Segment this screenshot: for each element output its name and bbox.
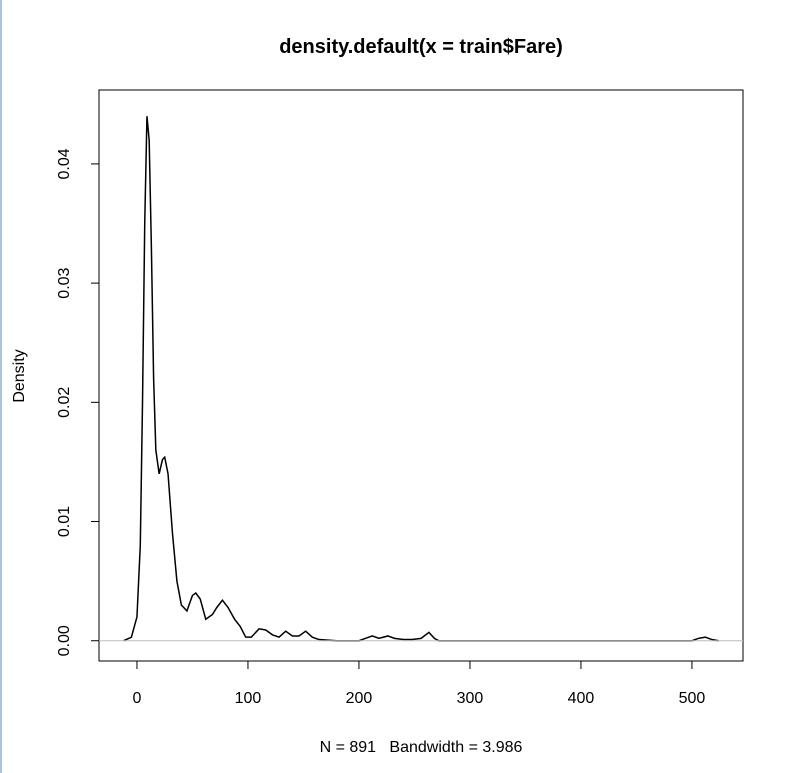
y-tick-label: 0.01 xyxy=(56,506,73,537)
x-tick-label: 300 xyxy=(457,690,484,707)
x-tick-label: 400 xyxy=(568,690,595,707)
y-tick-label: 0.00 xyxy=(56,625,73,656)
x-tick-label: 500 xyxy=(679,690,706,707)
x-tick-label: 0 xyxy=(133,690,142,707)
density-line xyxy=(123,116,719,642)
x-tick-label: 200 xyxy=(346,690,373,707)
window-edge xyxy=(0,0,2,773)
x-axis-label: N = 891 Bandwidth = 3.986 xyxy=(320,739,523,756)
y-tick-label: 0.04 xyxy=(56,148,73,179)
x-tick-label: 100 xyxy=(235,690,262,707)
y-tick-label: 0.03 xyxy=(56,267,73,298)
y-tick-label: 0.02 xyxy=(56,387,73,418)
plot-box xyxy=(98,89,744,662)
chart-title: density.default(x = train$Fare) xyxy=(279,36,563,58)
y-axis-label: Density xyxy=(11,349,28,402)
